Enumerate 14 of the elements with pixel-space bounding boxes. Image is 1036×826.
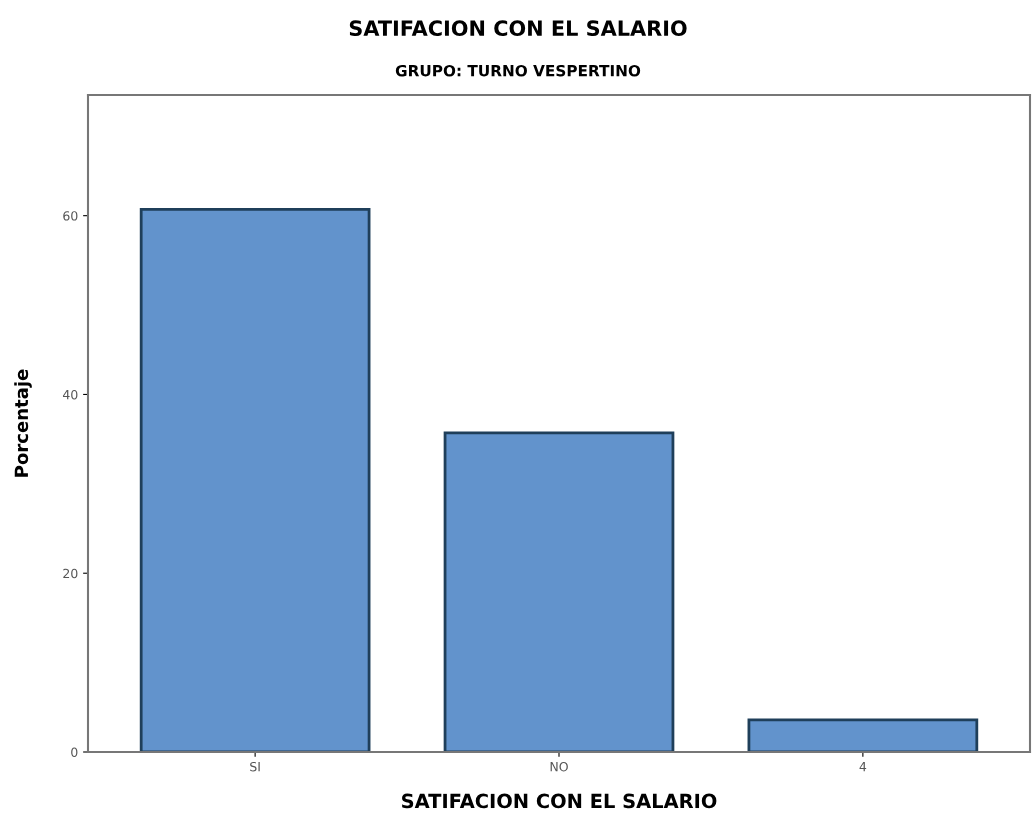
x-tick-label: SI: [250, 761, 260, 772]
bar: [139, 208, 371, 752]
chart-title: SATIFACION CON EL SALARIO: [349, 20, 687, 37]
x-axis-title: SATIFACION CON EL SALARIO: [402, 793, 717, 809]
y-tick-label: 20: [63, 568, 78, 579]
y-axis-title: Porcentaje: [14, 369, 32, 477]
chart-subtitle: GRUPO: TURNO VESPERTINO: [395, 64, 641, 77]
y-tick-label: 60: [63, 211, 78, 221]
y-tick-label: 40: [62, 389, 78, 400]
bar: [747, 718, 979, 752]
y-tick-label: 0: [71, 747, 78, 757]
bar: [443, 431, 675, 752]
x-tick-label: 4: [859, 762, 867, 772]
x-tick-label: NO: [550, 761, 568, 772]
